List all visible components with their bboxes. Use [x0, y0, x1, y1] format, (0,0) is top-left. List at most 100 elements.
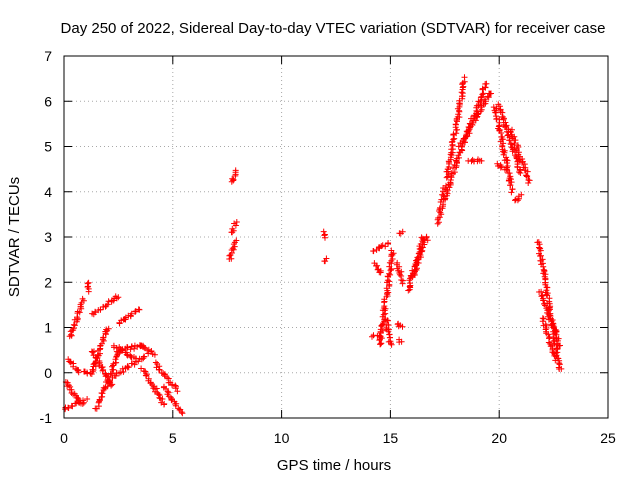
data-point: [475, 98, 482, 105]
data-point: [69, 403, 76, 410]
data-point: [112, 293, 119, 300]
data-point: [512, 137, 519, 144]
series-seg-h6: [465, 156, 485, 165]
data-point: [128, 310, 135, 317]
data-point: [119, 346, 126, 353]
series-seg-e2: [321, 255, 330, 265]
y-tick-label: 6: [44, 93, 52, 109]
data-point: [233, 237, 240, 244]
data-point: [506, 137, 513, 144]
series-seg-f3: [376, 247, 397, 348]
data-point: [543, 291, 550, 298]
data-point: [71, 322, 78, 329]
data-point: [174, 388, 181, 395]
data-point: [469, 156, 476, 163]
data-point: [461, 74, 468, 81]
y-tick-label: 1: [44, 320, 52, 336]
data-point: [135, 306, 142, 313]
data-point: [103, 379, 109, 385]
data-point: [385, 317, 391, 324]
data-point: [111, 344, 117, 351]
x-tick-label: 25: [600, 430, 616, 446]
data-point: [474, 111, 481, 118]
series-seg-f7: [396, 336, 405, 346]
series-seg-j2: [536, 288, 563, 349]
series-seg-h5: [455, 90, 494, 150]
data-point: [322, 258, 329, 265]
data-point: [68, 332, 75, 339]
data-point: [552, 357, 559, 364]
data-point: [538, 252, 544, 259]
x-tick-label: 10: [274, 430, 290, 446]
data-point: [115, 294, 122, 301]
series-seg-b2: [89, 325, 112, 375]
data-point: [230, 176, 237, 183]
chart-title: Day 250 of 2022, Sidereal Day-to-day VTE…: [61, 20, 606, 37]
data-point: [507, 140, 514, 147]
x-tick-label: 20: [491, 430, 507, 446]
series-seg-g2: [408, 233, 431, 280]
data-point: [516, 169, 522, 175]
data-point: [448, 146, 455, 153]
data-point: [539, 318, 546, 325]
data-point: [518, 191, 525, 198]
data-point: [378, 340, 385, 347]
data-point: [124, 363, 131, 370]
data-point: [374, 262, 381, 269]
data-point: [508, 179, 515, 186]
data-point: [229, 225, 236, 232]
data-point: [519, 159, 525, 166]
data-point: [441, 195, 448, 202]
series-seg-i1: [490, 104, 516, 196]
data-point: [546, 334, 553, 340]
data-point: [120, 368, 127, 375]
data-point: [65, 405, 72, 411]
data-point: [412, 262, 419, 269]
x-tick-label: 15: [383, 430, 399, 446]
data-point: [386, 331, 393, 338]
data-point: [107, 370, 114, 377]
data-point: [169, 381, 175, 388]
series-seg-i5: [512, 191, 525, 204]
data-point: [104, 301, 111, 308]
data-point: [109, 363, 115, 370]
data-point: [514, 197, 521, 204]
series-seg-c6: [160, 383, 186, 417]
data-point: [469, 119, 476, 126]
axis-ticks: 0 5 10 15 20 25 -1 0 1 2 3 4 5 6 7: [40, 48, 616, 446]
data-point: [229, 175, 236, 182]
data-point: [482, 81, 489, 87]
series-seg-i3: [505, 126, 533, 186]
series-seg-a6: [84, 279, 92, 295]
grid-lines: [64, 56, 608, 418]
data-point: [385, 240, 391, 247]
data-point: [399, 228, 406, 235]
series-seg-i4: [494, 160, 508, 173]
data-point: [502, 166, 508, 173]
series-seg-f4: [369, 332, 384, 341]
data-point: [556, 342, 563, 349]
data-point: [443, 174, 450, 181]
series-seg-c4: [138, 365, 168, 408]
series-seg-e1: [320, 228, 328, 241]
data-point: [547, 315, 554, 322]
data-point: [119, 365, 126, 372]
data-point: [106, 377, 113, 383]
series-seg-f1: [370, 240, 392, 255]
y-tick-label: 7: [44, 48, 52, 64]
series-seg-f5: [382, 316, 395, 348]
x-axis-label: GPS time / hours: [277, 457, 391, 474]
data-point: [507, 129, 514, 136]
data-point: [505, 177, 512, 184]
y-tick-label: 4: [44, 184, 52, 200]
data-point: [553, 353, 560, 360]
x-tick-label: 0: [60, 430, 68, 446]
series-seg-a3: [65, 356, 82, 376]
data-point: [100, 334, 107, 341]
data-point: [508, 189, 515, 196]
data-point: [497, 164, 504, 171]
data-point: [233, 219, 240, 225]
data-point: [369, 333, 375, 340]
data-point: [159, 396, 166, 402]
series-seg-d2: [228, 219, 240, 236]
